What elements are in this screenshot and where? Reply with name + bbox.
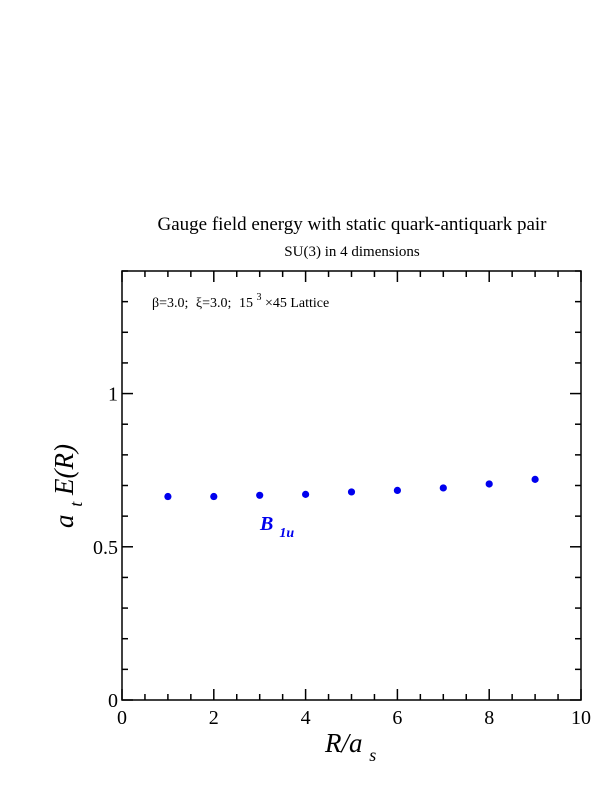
lattice-annotation: β=3.0; ξ=3.0; 15 3 ×45 Lattice: [152, 289, 329, 311]
data-point: [347, 488, 356, 496]
x-tick-label: 0: [117, 707, 127, 729]
y-axis-label: a t E(R): [49, 444, 88, 528]
annotation-beta: β=3.0;: [152, 296, 188, 311]
series-label-sub: 1u: [279, 526, 294, 541]
data-point: [531, 475, 539, 483]
data-point: [439, 484, 447, 492]
plot-frame: [121, 270, 582, 701]
x-axis-label: R/a s: [324, 728, 376, 765]
y-axis-label-main: a: [49, 515, 79, 529]
data-point: [302, 490, 310, 498]
axis-tick-labels: 0 2 4 6 8 10 0 0.5 1: [93, 384, 591, 729]
x-tick-label: 10: [571, 707, 591, 729]
y-tick-label: 1: [108, 384, 118, 406]
annotation-lattice-rest: ×45 Lattice: [265, 296, 329, 311]
data-point: [210, 492, 218, 501]
chart-title: Gauge field energy with static quark-ant…: [157, 214, 547, 235]
x-tick-label: 6: [392, 707, 402, 729]
x-tick-label: 2: [209, 707, 219, 729]
series-label-main: B: [259, 513, 273, 535]
annotation-lattice-exp: 3: [256, 292, 261, 303]
chart-subtitle: SU(3) in 4 dimensions: [284, 244, 420, 260]
x-tick-label: 4: [301, 707, 311, 729]
x-axis-label-main: R/a: [324, 728, 363, 758]
y-axis-label-sub: t: [66, 501, 86, 507]
annotation-lattice-base: 15: [239, 296, 253, 311]
axis-ticks: [121, 270, 582, 701]
y-tick-label: 0: [108, 690, 118, 712]
data-point: [256, 491, 264, 499]
x-tick-label: 8: [484, 707, 494, 729]
data-point: [164, 492, 172, 501]
series-label: B 1u: [259, 513, 294, 541]
data-points: [164, 475, 539, 501]
annotation-xi: ξ=3.0;: [196, 296, 232, 311]
y-axis-label-rest: E(R): [49, 444, 79, 496]
y-tick-label: 0.5: [93, 537, 118, 559]
x-axis-label-sub: s: [369, 745, 376, 765]
data-point: [485, 480, 493, 488]
data-point: [393, 486, 401, 495]
